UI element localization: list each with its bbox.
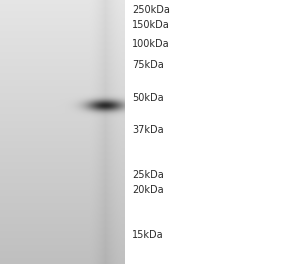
Text: 20kDa: 20kDa	[132, 185, 164, 195]
Text: 50kDa: 50kDa	[132, 93, 164, 103]
Text: 25kDa: 25kDa	[132, 170, 164, 180]
Text: 250kDa: 250kDa	[132, 5, 170, 15]
Text: 150kDa: 150kDa	[132, 20, 170, 30]
Text: 37kDa: 37kDa	[132, 125, 164, 135]
Text: 15kDa: 15kDa	[132, 230, 164, 240]
Text: 75kDa: 75kDa	[132, 60, 164, 70]
Text: 100kDa: 100kDa	[132, 39, 170, 49]
